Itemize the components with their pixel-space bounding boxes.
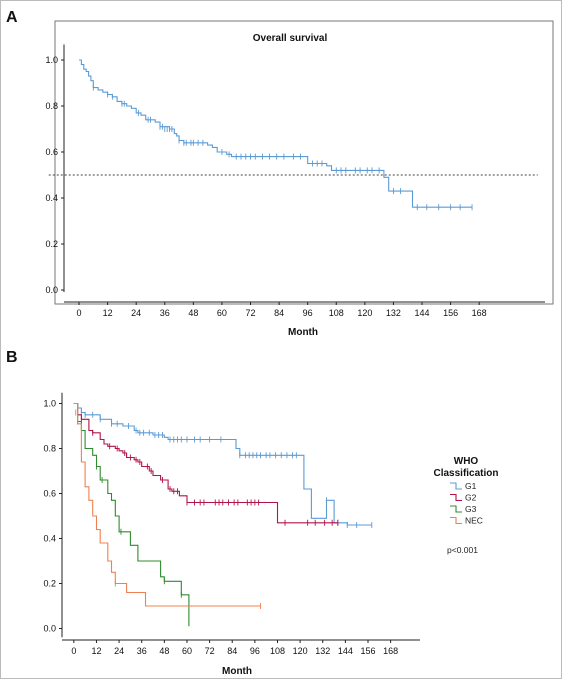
legend-swatch-g2	[450, 493, 462, 502]
x-tick-label: 120	[293, 646, 308, 656]
y-tick-label: 1.0	[45, 55, 58, 65]
panel-a-x-label: Month	[288, 327, 318, 338]
legend-label-g3: G3	[465, 504, 477, 514]
x-tick-label: 48	[188, 308, 198, 318]
y-tick-label: 1.0	[43, 399, 56, 409]
x-tick-label: 168	[472, 308, 487, 318]
x-tick-label: 156	[360, 646, 375, 656]
panel-a-x-axis: 0 12 24 36 48 60 72 84 96 108 120 132 144 156 168	[64, 301, 545, 318]
y-tick-label: 0.2	[43, 579, 56, 589]
x-tick-label: 24	[114, 646, 124, 656]
x-tick-label: 60	[182, 646, 192, 656]
x-tick-label: 108	[329, 308, 344, 318]
y-tick-label: 0.0	[43, 624, 56, 634]
x-tick-label: 36	[160, 308, 170, 318]
y-tick-label: 0.0	[45, 285, 58, 295]
panel-a-frame	[54, 20, 554, 305]
x-tick-label: 168	[383, 646, 398, 656]
y-tick-label: 0.8	[45, 101, 58, 111]
x-tick-label: 120	[357, 308, 372, 318]
y-tick-label: 0.6	[45, 147, 58, 157]
legend-swatch-nec	[450, 516, 462, 525]
panel-b-y-axis: 0.0 0.2 0.4 0.6 0.8 1.0	[43, 392, 63, 638]
panel-a-curves	[79, 59, 473, 211]
x-tick-label: 108	[270, 646, 285, 656]
legend-label-nec: NEC	[465, 516, 483, 526]
x-tick-label: 12	[91, 646, 101, 656]
legend-title-line1: WHO	[454, 456, 479, 467]
x-tick-label: 36	[137, 646, 147, 656]
x-tick-label: 72	[205, 646, 215, 656]
legend-label-g1: G1	[465, 481, 477, 491]
panel-a-y-axis: 0.0 0.2 0.4 0.6 0.8 1.0	[45, 44, 65, 295]
legend-label-g2: G2	[465, 493, 477, 503]
legend-title-line2: Classification	[433, 468, 498, 479]
x-tick-label: 0	[77, 308, 82, 318]
panel-b-letter: B	[6, 349, 18, 366]
x-tick-label: 60	[217, 308, 227, 318]
legend-swatch-g1	[450, 482, 462, 490]
x-tick-label: 156	[443, 308, 458, 318]
km-curve-nec	[73, 402, 261, 607]
panel-a-title: Overall survival	[253, 33, 328, 44]
x-tick-label: 24	[131, 308, 141, 318]
x-tick-label: 48	[159, 646, 169, 656]
x-tick-label: 96	[303, 308, 313, 318]
km-curve-g3	[73, 402, 190, 627]
x-tick-label: 132	[386, 308, 401, 318]
legend-swatch-g3	[450, 505, 462, 513]
panel-a-letter: A	[6, 9, 18, 26]
x-tick-label: 12	[103, 308, 113, 318]
y-tick-label: 0.2	[45, 239, 58, 249]
x-tick-label: 96	[250, 646, 260, 656]
x-tick-label: 132	[315, 646, 330, 656]
y-tick-label: 0.4	[45, 193, 58, 203]
x-tick-label: 144	[415, 308, 430, 318]
y-tick-label: 0.4	[43, 534, 56, 544]
panel-b-x-label: Month	[222, 666, 252, 677]
x-tick-label: 0	[71, 646, 76, 656]
x-tick-label: 72	[246, 308, 256, 318]
x-tick-label: 144	[338, 646, 353, 656]
x-tick-label: 84	[227, 646, 237, 656]
panel-b-curves	[73, 402, 373, 627]
y-tick-label: 0.6	[43, 489, 56, 499]
panel-b-x-axis: 0 12 24 36 48 60 72 84 96 108 120 132 144 156 168	[62, 639, 420, 656]
p-value: p<0.001	[447, 545, 478, 555]
y-tick-label: 0.8	[43, 444, 56, 454]
x-tick-label: 84	[274, 308, 284, 318]
